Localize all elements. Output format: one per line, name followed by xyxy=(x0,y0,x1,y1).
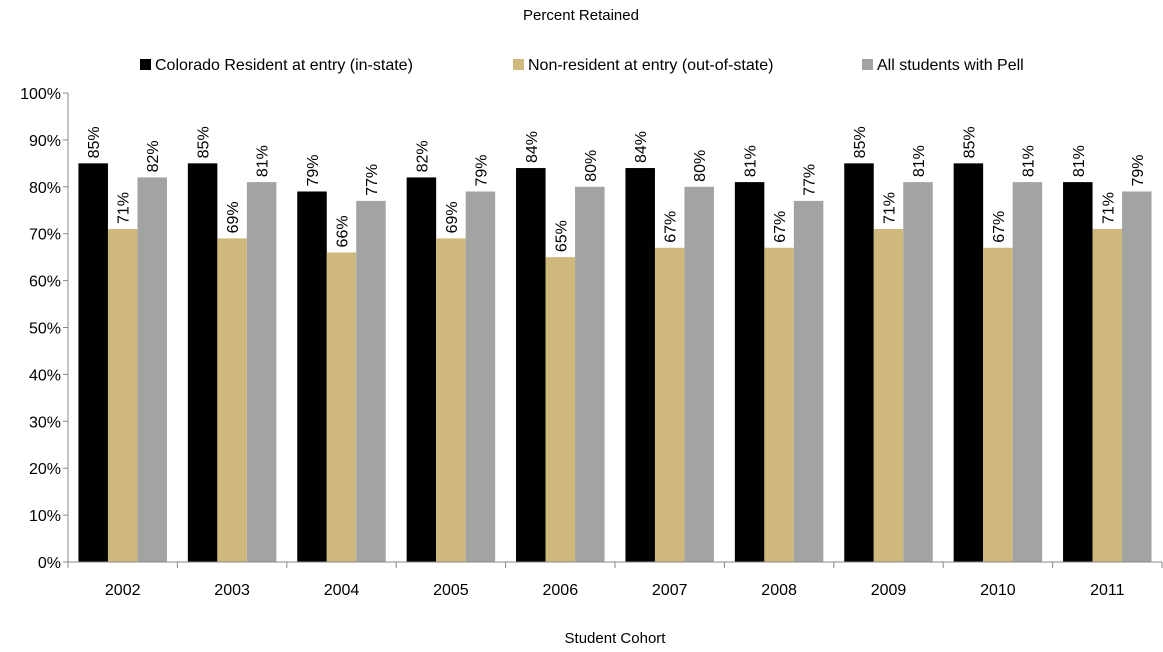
bar xyxy=(546,257,576,562)
chart-title: Percent Retained xyxy=(523,7,639,24)
bar xyxy=(1063,182,1093,562)
bars-group: 85% 71% 82% 85% 69% 81% 79% 66% 77% 82% 69% 79% 84% 6… xyxy=(78,126,1151,562)
y-tick-label: 0% xyxy=(38,555,61,572)
bar xyxy=(297,191,327,562)
legend-swatch xyxy=(140,59,151,70)
y-tick-label: 40% xyxy=(29,367,61,384)
y-tick-label: 20% xyxy=(29,461,61,478)
bar-value-label: 79% xyxy=(473,154,490,186)
x-tick-label: 2006 xyxy=(543,582,579,599)
bar-value-label: 82% xyxy=(145,140,162,172)
y-tick-label: 70% xyxy=(29,227,61,244)
x-tick-label: 2010 xyxy=(980,582,1016,599)
y-tick-label: 50% xyxy=(29,321,61,338)
bar-value-label: 71% xyxy=(116,192,133,224)
bar-value-label: 67% xyxy=(663,211,680,243)
y-tick-label: 90% xyxy=(29,133,61,150)
x-axis-label: Student Cohort xyxy=(565,630,667,647)
bar-value-label: 77% xyxy=(802,164,819,196)
bar-value-label: 80% xyxy=(583,150,600,182)
y-tick-label: 60% xyxy=(29,274,61,291)
x-tick-label: 2008 xyxy=(761,582,797,599)
bar xyxy=(436,238,466,562)
bar xyxy=(625,168,655,562)
y-tick-label: 80% xyxy=(29,180,61,197)
bar-value-label: 81% xyxy=(743,145,760,177)
bar xyxy=(188,163,218,562)
bar xyxy=(764,248,794,562)
x-tick-label: 2007 xyxy=(652,582,688,599)
bar-value-label: 84% xyxy=(633,131,650,163)
legend-swatch xyxy=(513,59,524,70)
bar xyxy=(466,191,496,562)
x-tick-label: 2003 xyxy=(214,582,250,599)
bar-value-label: 79% xyxy=(1130,154,1147,186)
bar-value-label: 77% xyxy=(364,164,381,196)
bar xyxy=(1122,191,1152,562)
bar-value-label: 85% xyxy=(852,126,869,158)
x-axis: 2002 2003 2004 2005 2006 2007 2008 2009 2010 2011 xyxy=(68,562,1162,599)
bar xyxy=(108,229,138,562)
bar-value-label: 66% xyxy=(335,215,352,247)
bar xyxy=(794,201,824,562)
bar-value-label: 69% xyxy=(225,201,242,233)
bar-value-label: 69% xyxy=(444,201,461,233)
bar-value-label: 65% xyxy=(553,220,570,252)
chart-legend: Colorado Resident at entry (in-state) Non… xyxy=(140,57,1024,74)
bar-value-label: 85% xyxy=(196,126,213,158)
bar-value-label: 79% xyxy=(305,154,322,186)
bar-value-label: 71% xyxy=(1100,192,1117,224)
bar-value-label: 81% xyxy=(1071,145,1088,177)
bar xyxy=(655,248,685,562)
legend-label: All students with Pell xyxy=(877,57,1024,74)
bar xyxy=(356,201,386,562)
bar xyxy=(516,168,546,562)
bar xyxy=(78,163,108,562)
bar xyxy=(327,252,357,562)
y-tick-label: 30% xyxy=(29,414,61,431)
x-tick-label: 2005 xyxy=(433,582,469,599)
bar-value-label: 85% xyxy=(86,126,103,158)
bar xyxy=(407,177,437,562)
bar xyxy=(684,187,714,562)
x-tick-label: 2011 xyxy=(1090,582,1125,599)
x-tick-label: 2002 xyxy=(105,582,141,599)
bar xyxy=(735,182,765,562)
bar-value-label: 81% xyxy=(1020,145,1037,177)
legend-label: Colorado Resident at entry (in-state) xyxy=(155,57,413,74)
bar-value-label: 81% xyxy=(255,145,272,177)
bar xyxy=(983,248,1013,562)
bar xyxy=(1093,229,1123,562)
bar-value-label: 85% xyxy=(961,126,978,158)
bar-value-label: 80% xyxy=(692,150,709,182)
bar xyxy=(874,229,904,562)
bar-value-label: 81% xyxy=(911,145,928,177)
legend-label: Non-resident at entry (out-of-state) xyxy=(528,57,773,74)
bar xyxy=(137,177,167,562)
y-axis: 0% 10% 20% 30% 40% 50% 60% 70% 80% 90% 100% xyxy=(20,86,68,572)
bar-value-label: 67% xyxy=(991,211,1008,243)
bar xyxy=(217,238,247,562)
bar xyxy=(844,163,874,562)
bar xyxy=(247,182,277,562)
bar-value-label: 82% xyxy=(414,140,431,172)
legend-swatch xyxy=(862,59,873,70)
bar-value-label: 84% xyxy=(524,131,541,163)
bar-value-label: 71% xyxy=(882,192,899,224)
y-tick-label: 10% xyxy=(29,508,61,525)
x-tick-label: 2004 xyxy=(324,582,360,599)
y-tick-label: 100% xyxy=(20,86,61,103)
bar xyxy=(903,182,933,562)
bar xyxy=(575,187,605,562)
bar-value-label: 67% xyxy=(772,211,789,243)
x-tick-label: 2009 xyxy=(871,582,907,599)
bar xyxy=(1013,182,1043,562)
bar xyxy=(954,163,984,562)
